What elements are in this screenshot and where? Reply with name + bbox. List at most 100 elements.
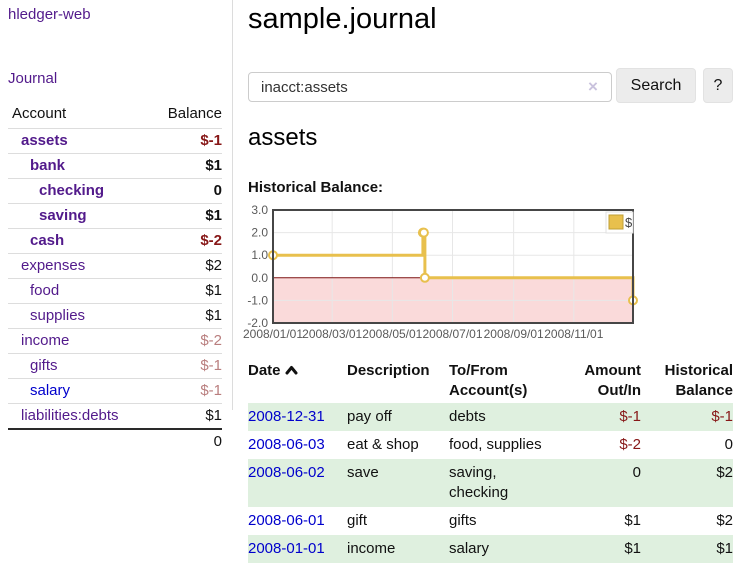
search-button[interactable]: Search bbox=[616, 68, 696, 103]
chart-y-tick-label: -2.0 bbox=[247, 316, 268, 330]
help-button[interactable]: ? bbox=[703, 68, 733, 103]
page-title: sample.journal bbox=[248, 3, 437, 35]
transaction-accounts: debts bbox=[449, 408, 486, 425]
chart-x-tick-label: 2008/01/01 bbox=[243, 327, 303, 341]
transaction-description: pay off bbox=[347, 408, 392, 425]
brand-link[interactable]: hledger-web bbox=[8, 6, 91, 23]
account-balance: $-1 bbox=[200, 132, 222, 149]
transaction-amount: $1 bbox=[624, 512, 641, 529]
transaction-accounts: gifts bbox=[449, 512, 477, 529]
accounts-header-balance: Balance bbox=[167, 105, 222, 122]
accounts-total-balance: 0 bbox=[213, 433, 222, 450]
account-balance: $-1 bbox=[200, 382, 222, 399]
account-balance: $-2 bbox=[200, 232, 222, 249]
account-balance: $1 bbox=[205, 407, 222, 424]
account-row: gifts $-1 bbox=[8, 353, 222, 379]
account-link-bank[interactable]: bank bbox=[30, 157, 66, 174]
transaction-amount: $-1 bbox=[619, 408, 641, 425]
register-header-balance-line2: Balance bbox=[675, 382, 733, 399]
chart-data-point[interactable] bbox=[419, 272, 430, 283]
transaction-balance: $-1 bbox=[711, 408, 733, 425]
chart-legend-swatch bbox=[608, 214, 624, 230]
transaction-balance: $2 bbox=[716, 512, 733, 529]
transaction-description: income bbox=[347, 540, 396, 557]
account-link-liabilities-debts[interactable]: liabilities:debts bbox=[21, 407, 119, 424]
transaction-row: 2008-06-03 eat & shop food, supplies $-2 0 bbox=[248, 431, 733, 459]
account-row: expenses $2 bbox=[8, 253, 222, 279]
account-balance: $1 bbox=[205, 207, 222, 224]
transaction-balance: 0 bbox=[724, 436, 733, 453]
sidebar-item-journal[interactable]: Journal bbox=[8, 70, 58, 87]
register-header-amount-line1: Amount bbox=[584, 362, 641, 379]
transaction-description: eat & shop bbox=[347, 436, 419, 453]
chart-y-tick-label: 2.0 bbox=[251, 226, 268, 240]
sidebar-divider bbox=[232, 0, 233, 410]
chart-border bbox=[272, 209, 634, 324]
account-link-salary[interactable]: salary bbox=[30, 382, 71, 399]
account-link-gifts[interactable]: gifts bbox=[30, 357, 58, 374]
accounts-header-account: Account bbox=[12, 105, 67, 122]
transaction-amount: $-2 bbox=[619, 436, 641, 453]
register-header-description: Description bbox=[347, 362, 430, 379]
register-table: Date Description To/From Account(s) Amou… bbox=[248, 359, 733, 563]
chart-y-tick-label: 0.0 bbox=[251, 271, 268, 285]
clear-search-icon[interactable]: × bbox=[588, 77, 598, 96]
register-header-date[interactable]: Date bbox=[248, 359, 347, 403]
chart-x-tick-label: 2008/07/01 bbox=[422, 327, 482, 341]
chart-x-tick-label: 2008/05/01 bbox=[362, 327, 422, 341]
account-heading: assets bbox=[248, 124, 318, 151]
account-link-income[interactable]: income bbox=[21, 332, 70, 349]
account-row: checking 0 bbox=[8, 178, 222, 204]
account-balance: $2 bbox=[205, 257, 222, 274]
accounts-table: Account Balance assets $-1 bank $1 checking 0… bbox=[8, 103, 222, 454]
register-header-amount-line2: Out/In bbox=[597, 382, 641, 399]
account-row: income $-2 bbox=[8, 328, 222, 354]
transaction-row: 2008-06-02 save saving, checking 0 $2 bbox=[248, 459, 733, 507]
account-link-checking[interactable]: checking bbox=[39, 182, 105, 199]
transaction-row: 2008-06-01 gift gifts $1 $2 bbox=[248, 507, 733, 535]
chart-y-tick-label: 1.0 bbox=[251, 248, 268, 262]
account-balance: 0 bbox=[213, 182, 222, 199]
account-link-assets[interactable]: assets bbox=[21, 132, 68, 149]
chart-x-tick-label: 2008/09/01 bbox=[484, 327, 544, 341]
register-header-balance: Historical Balance bbox=[641, 359, 733, 403]
transaction-date-link[interactable]: 2008-06-03 bbox=[248, 436, 325, 453]
account-row: food $1 bbox=[8, 278, 222, 304]
transaction-balance: $1 bbox=[716, 540, 733, 557]
transaction-date-link[interactable]: 2008-06-02 bbox=[248, 464, 325, 481]
transaction-accounts: food, supplies bbox=[449, 436, 542, 453]
account-link-cash[interactable]: cash bbox=[30, 232, 65, 249]
register-header-balance-line1: Historical bbox=[664, 362, 733, 379]
transaction-date-link[interactable]: 2008-12-31 bbox=[248, 408, 325, 425]
register-header-tofrom: To/From Account(s) bbox=[449, 359, 561, 403]
register-header-amount: Amount Out/In bbox=[561, 359, 641, 403]
account-row: salary $-1 bbox=[8, 378, 222, 404]
register-header-tofrom-line1: To/From bbox=[449, 362, 508, 379]
transaction-date-link[interactable]: 2008-06-01 bbox=[248, 512, 325, 529]
account-link-food[interactable]: food bbox=[30, 282, 60, 299]
chart-x-tick-label: 2008/03/01 bbox=[302, 327, 362, 341]
account-link-supplies[interactable]: supplies bbox=[30, 307, 86, 324]
account-balance: $1 bbox=[205, 282, 222, 299]
chart-y-tick-label: -1.0 bbox=[247, 293, 268, 307]
account-row: bank $1 bbox=[8, 153, 222, 179]
chart-data-point[interactable] bbox=[418, 227, 429, 238]
transaction-description: gift bbox=[347, 512, 368, 529]
transaction-date-link[interactable]: 2008-01-01 bbox=[248, 540, 325, 557]
transaction-amount: 0 bbox=[632, 464, 641, 481]
account-balance: $1 bbox=[205, 157, 222, 174]
chart-title: Historical Balance: bbox=[248, 179, 384, 196]
transaction-balance: $2 bbox=[716, 464, 733, 481]
account-row: saving $1 bbox=[8, 203, 222, 229]
account-row: liabilities:debts $1 bbox=[8, 403, 222, 430]
transaction-row: 2008-12-31 pay off debts $-1 $-1 bbox=[248, 403, 733, 431]
account-link-saving[interactable]: saving bbox=[39, 207, 87, 224]
chart-legend-label: $ bbox=[625, 215, 633, 230]
transaction-accounts: saving, checking bbox=[449, 464, 509, 501]
transaction-accounts: salary bbox=[449, 540, 490, 557]
accounts-table-header: Account Balance bbox=[8, 103, 222, 129]
account-balance: $-1 bbox=[200, 357, 222, 374]
account-link-expenses[interactable]: expenses bbox=[21, 257, 86, 274]
search-input[interactable] bbox=[248, 72, 612, 102]
